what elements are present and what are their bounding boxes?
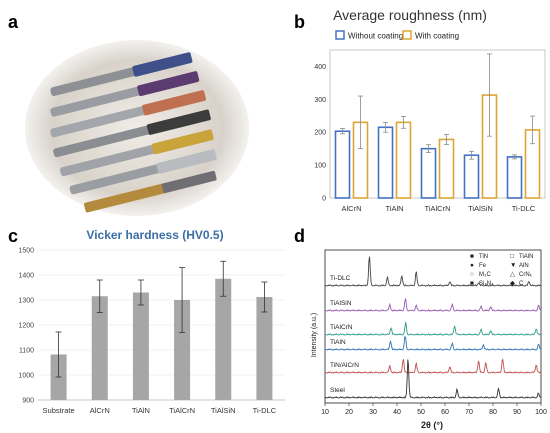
roughness-y-tick: 300 [314,97,326,104]
hardness-category-label: Ti-DLC [253,406,277,415]
xrd-y-label: Intensity (a.u.) [311,313,318,357]
xrd-legend-label: TiN [479,254,488,260]
xrd-x-tick: 20 [345,409,353,416]
roughness-y-tick: 400 [314,64,326,71]
hardness-category-label: TiAlN [132,406,150,415]
xrd-pattern-tin-alcrn [324,357,542,374]
xrd-legend-label: CrNₓ [519,272,532,278]
xrd-x-tick: 10 [321,409,329,416]
xrd-legend-label: Si₃N₄ [479,281,494,287]
roughness-category-label: TiAlN [385,204,403,213]
xrd-legend-symbol: ▼ [510,262,516,269]
roughness-y-tick: 0 [322,196,326,203]
xrd-legend-symbol: ● [470,262,474,269]
roughness-y-tick: 200 [314,130,326,137]
xrd-x-tick: 80 [489,409,497,416]
hardness-category-label: Substrate [43,406,75,415]
hardness-category-label: TiAlSiN [211,406,236,415]
roughness-y-tick: 100 [314,163,326,170]
roughness-chart-title: Average roughness (nm) [333,7,487,23]
xrd-legend-label: AlN [519,263,529,269]
hardness-category-label: AlCrN [90,406,110,415]
xrd-x-tick: 100 [535,409,547,416]
xrd-plot-frame [324,249,542,404]
hardness-y-tick: 900 [22,398,34,405]
hardness-category-label: TiAlCrN [169,406,195,415]
hardness-y-tick: 1000 [18,373,34,380]
panel-label-b: b [294,12,305,32]
tap-gold [59,129,214,177]
tap-blue [50,52,193,97]
hardness-y-tick: 1100 [19,348,34,355]
legend-swatch-without-coating [335,30,345,40]
xrd-legend-symbol: ○ [470,271,474,278]
hardness-bar-tialn [132,292,149,400]
xrd-legend-symbol: ■ [470,280,474,287]
xrd-legend-symbol: △ [510,271,516,278]
hardness-y-tick: 1500 [18,248,34,255]
tap-copper [50,90,206,138]
hardness-bar-tialsin [215,278,232,400]
roughness-category-label: AlCrN [342,204,362,213]
xrd-legend-label: C [519,281,524,287]
xrd-x-tick: 90 [513,409,521,416]
xrd-pattern-tialsin [324,298,542,312]
hardness-y-tick: 1400 [18,273,34,280]
roughness-category-label: TiAlCrN [425,204,451,213]
xrd-phase-legend: ■ TiN □ TiAlN ● Fe ▼ AlN ○ M₃C △ CrNₓ ■ Si₃N₄ ◆ C [470,253,533,287]
roughness-plot-frame [329,49,546,199]
xrd-series-label-tialcrn: TiAlCrN [330,324,353,331]
tap-dark [53,109,211,158]
tap-purple [50,71,200,117]
xrd-x-tick: 40 [393,409,401,416]
hardness-y-tick: 1200 [18,323,34,330]
tap-gold-shank [84,170,217,213]
xrd-legend-symbol: ■ [470,253,474,260]
xrd-pattern-steel [324,359,542,399]
xrd-series-label-steel: Steel [330,387,345,394]
hardness-bar-ti-dlc [256,297,273,400]
xrd-pattern-tialcrn [324,321,542,336]
xrd-x-tick: 60 [441,409,449,416]
panel-label-c: c [8,226,19,246]
xrd-legend-label: M₃C [479,272,491,278]
roughness-category-label: Ti-DLC [512,204,536,213]
xrd-legend-label: TiAlN [519,254,533,260]
legend-label-without-coating: Without coating [348,32,403,41]
xrd-x-tick: 30 [369,409,377,416]
panel-label-a: a [8,12,19,32]
xrd-legend-symbol: ◆ [510,280,516,287]
xrd-legend-label: Fe [479,263,487,269]
xrd-series-label-ti-dlc: Ti-DLC [330,275,351,282]
xrd-pattern-ti-dlc [324,256,542,287]
xrd-x-tick: 70 [465,409,473,416]
hardness-chart-title: Vicker hardness (HV0.5) [86,228,223,242]
hardness-bar-alcrn [91,296,108,400]
hardness-bar-tialcrn [174,300,191,400]
xrd-x-label: 2θ (°) [421,420,443,430]
xrd-x-tick: 50 [417,409,425,416]
roughness-category-label: TiAlSiN [468,204,493,213]
hardness-y-tick: 1300 [18,298,34,305]
coated-taps-photo [25,40,249,216]
xrd-series-label-tialn: TiAlN [330,339,346,346]
legend-swatch-with-coating [402,30,412,40]
legend-label-with-coating: With coating [415,32,459,41]
xrd-legend-symbol: □ [510,253,514,260]
xrd-series-label-tin-alcrn: TiN/AlCrN [330,362,359,369]
xrd-pattern-tialn [324,335,542,351]
panel-label-d: d [294,226,305,246]
xrd-series-label-tialsin: TiAlSiN [330,300,352,307]
tap-steel [69,149,217,195]
roughness-legend: Without coating With coating [335,30,459,41]
